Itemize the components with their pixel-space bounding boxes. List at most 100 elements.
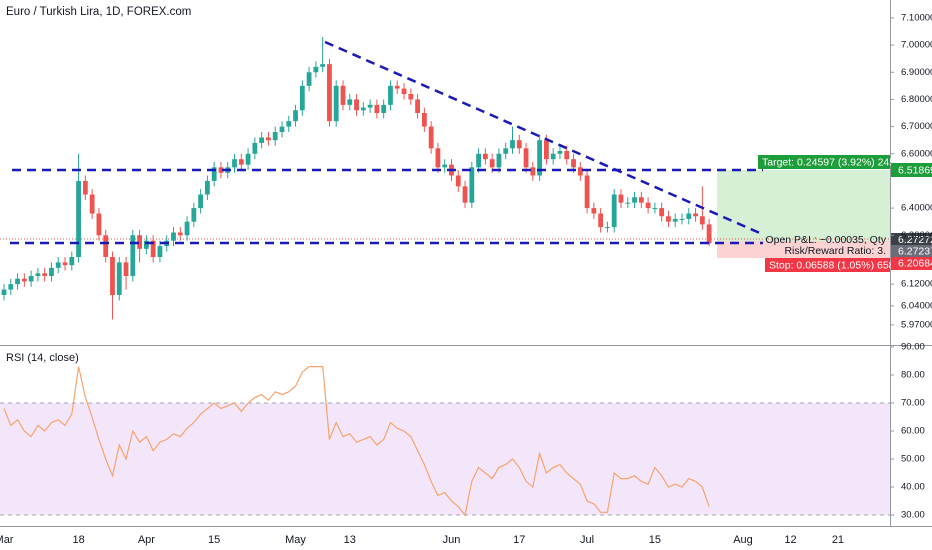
x-tick-label: Aug: [733, 534, 753, 546]
candle-body: [381, 104, 387, 114]
candle-body: [544, 140, 549, 160]
candle-body: [8, 284, 14, 290]
candle-body: [279, 126, 285, 133]
x-tick-label: May: [285, 534, 306, 546]
candle-body: [605, 227, 610, 229]
candle-body: [686, 213, 692, 219]
price-tag: 6.27237: [898, 245, 932, 257]
candle-body: [137, 235, 142, 249]
stop-zone: [717, 241, 890, 258]
price-tag-bg: [891, 163, 932, 177]
x-tick-label: 21: [832, 534, 844, 546]
candle-body: [76, 180, 81, 257]
y-tick-label: 6.70000: [901, 121, 932, 132]
candle-body: [367, 104, 373, 108]
candle-body: [523, 148, 529, 168]
stop-label-bg: [765, 258, 890, 272]
y-tick-label: 6.04000: [901, 300, 932, 311]
x-tick-label: 15: [208, 534, 220, 546]
price-tag: 6.51869: [898, 164, 932, 176]
candle-body: [327, 64, 332, 122]
candle-body: [184, 221, 190, 236]
candle-body: [625, 202, 631, 204]
candle-body: [42, 273, 48, 276]
y-tick-label: 6.60000: [901, 148, 932, 159]
candle-body: [15, 278, 20, 285]
candle-body: [238, 159, 244, 165]
candle-body: [177, 232, 183, 236]
candle-body: [557, 151, 563, 154]
target-label: Target: 0.24597 (3.92%) 2459.7, A: [762, 156, 922, 168]
candle-body: [442, 164, 448, 168]
candle-body: [252, 142, 258, 154]
candle-body: [571, 159, 576, 168]
candle-body: [55, 262, 61, 268]
candle-body: [143, 240, 149, 249]
y-tick-label: 6.90000: [901, 67, 932, 78]
candle-body: [469, 167, 475, 203]
candle-body: [618, 194, 624, 203]
y-tick-label: 50.00: [901, 454, 925, 465]
candle-body: [35, 273, 41, 276]
candle-body: [320, 64, 326, 67]
candle-body: [205, 180, 210, 195]
stop-label: Stop: 0.06588 (1.05%) 658.8, A: [769, 259, 916, 271]
candle-body: [286, 121, 292, 127]
x-tick-label: 12: [784, 534, 796, 546]
candle-body: [306, 72, 312, 86]
target-label-bg: [758, 155, 890, 169]
candle-body: [693, 213, 698, 217]
y-tick-label: 30.00: [901, 510, 925, 521]
x-tick-label: Jul: [580, 534, 594, 546]
candle-body: [211, 167, 217, 181]
candle-body: [699, 216, 705, 225]
candle-body: [28, 276, 34, 282]
candle-body: [489, 159, 495, 168]
candle-body: [401, 88, 407, 94]
x-tick-label: 18: [72, 534, 84, 546]
candle-body: [259, 137, 265, 143]
candle-body: [591, 208, 597, 214]
candle-body: [530, 167, 536, 176]
candle-body: [245, 153, 251, 165]
candle-body: [123, 262, 129, 276]
candle-body: [62, 262, 68, 266]
y-tick-label: 6.40000: [901, 203, 932, 214]
y-tick-label: 7.10000: [901, 12, 932, 23]
x-tick-label: Mar: [0, 534, 14, 546]
candle-body: [476, 153, 481, 168]
candle-body: [435, 148, 441, 168]
candle-body: [272, 132, 278, 141]
rsi-band: [0, 403, 890, 516]
rsi-line: [3, 366, 710, 517]
candle-body: [632, 197, 637, 203]
candle-body: [360, 107, 366, 111]
candle-body: [198, 194, 204, 209]
price-tag-bg: [891, 233, 932, 246]
y-tick-label: 7.00000: [901, 40, 932, 51]
candle-body: [313, 66, 319, 73]
candle-body: [1, 289, 7, 296]
chart-title: Euro / Turkish Lira, 1D, FOREX.com: [6, 6, 191, 18]
candle-body: [577, 167, 583, 176]
candle-body: [171, 232, 176, 241]
candle-body: [103, 235, 109, 257]
candle-body: [496, 153, 502, 168]
candle-body: [150, 240, 156, 257]
x-tick-label: Jun: [443, 534, 461, 546]
candle-body: [232, 159, 237, 168]
rsi-title: RSI (14, close): [6, 352, 79, 364]
y-tick-label: 6.30000: [901, 230, 932, 241]
candle-body: [49, 267, 54, 276]
candle-body: [415, 99, 420, 114]
price-tag-bg: [891, 245, 932, 258]
candle-body: [82, 180, 88, 195]
y-tick-label: 70.00: [901, 398, 925, 409]
price-tag: 6.20684: [898, 257, 932, 269]
trend-line: [324, 40, 763, 236]
y-tick-label: 6.80000: [901, 94, 932, 105]
candle-body: [462, 186, 468, 203]
candle-body: [218, 167, 224, 173]
